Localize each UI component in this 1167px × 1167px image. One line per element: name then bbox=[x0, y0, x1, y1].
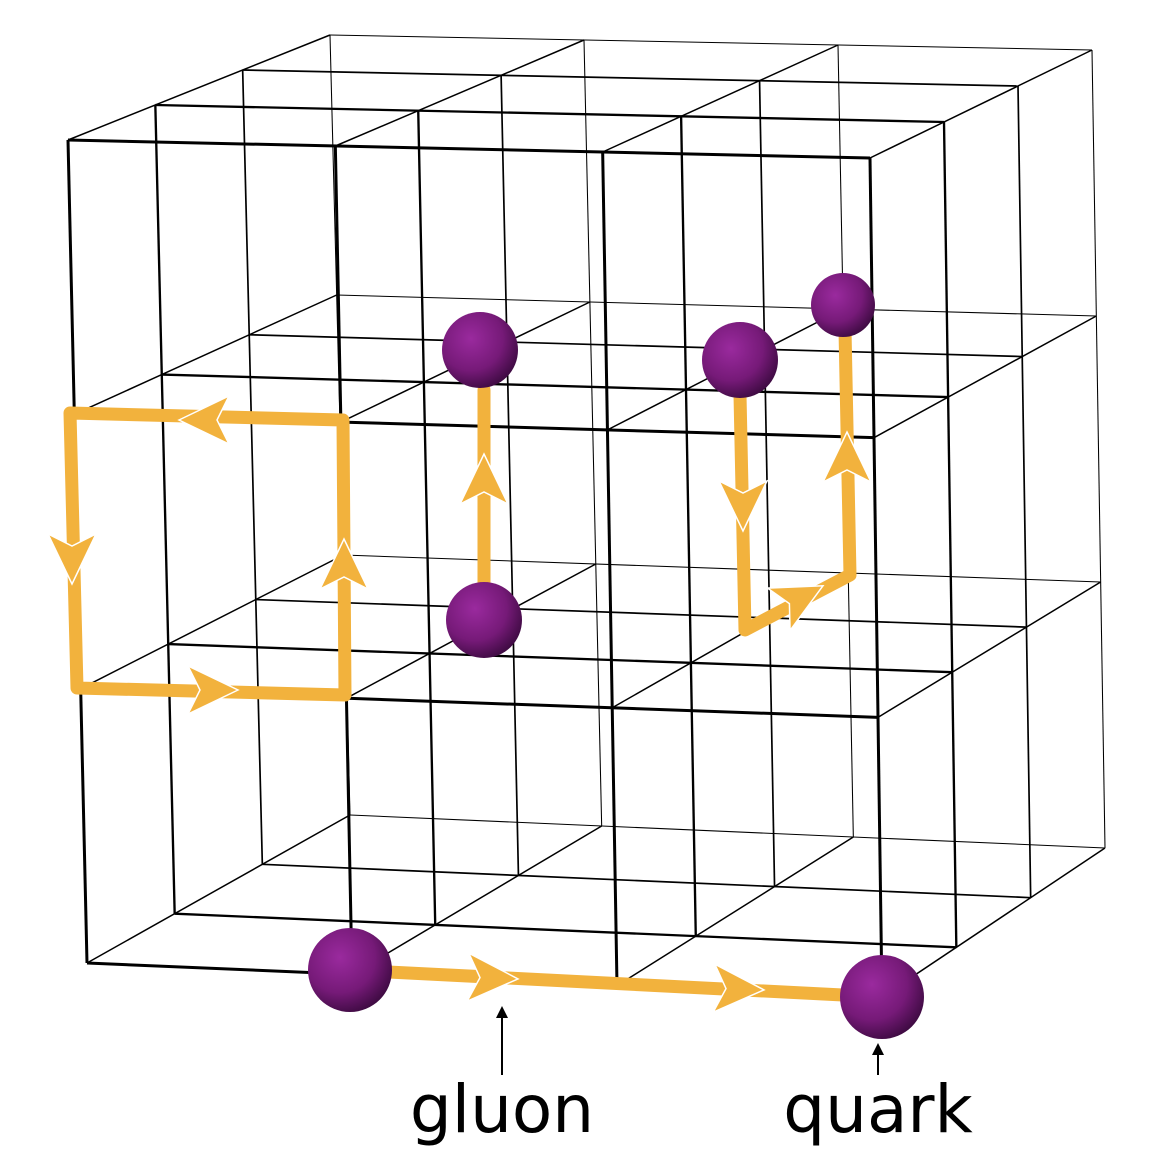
arrowhead bbox=[717, 479, 769, 533]
lattice-line bbox=[336, 294, 1097, 317]
plaquette bbox=[46, 394, 370, 716]
meson bbox=[442, 312, 522, 658]
quark-sphere bbox=[840, 955, 924, 1039]
lattice-line bbox=[262, 863, 1031, 899]
lattice-line bbox=[155, 103, 945, 124]
lattice-line bbox=[877, 581, 1102, 718]
quark-label: quark bbox=[783, 1071, 973, 1148]
lattice-line bbox=[335, 39, 585, 147]
lattice-line bbox=[1091, 49, 1106, 849]
lattice-line bbox=[67, 138, 871, 160]
lattice-line bbox=[942, 121, 958, 948]
lattice-line bbox=[74, 294, 337, 416]
lattice-line bbox=[869, 49, 1093, 159]
lattice-line bbox=[168, 642, 953, 674]
arrowhead bbox=[458, 452, 510, 506]
staple bbox=[702, 273, 875, 637]
lattice-line bbox=[881, 847, 1106, 998]
lattice-line bbox=[255, 598, 1027, 628]
lattice-line bbox=[343, 554, 1101, 583]
lattice-line bbox=[349, 814, 1106, 849]
lattice-line bbox=[583, 39, 603, 827]
pointer-head bbox=[872, 1043, 884, 1055]
arrowhead bbox=[765, 584, 825, 633]
lattice-line bbox=[417, 110, 437, 925]
lattice-line bbox=[161, 373, 949, 399]
pointer-head bbox=[496, 1006, 508, 1018]
lattice-line bbox=[67, 34, 331, 141]
lattice-line bbox=[1017, 85, 1032, 898]
lattice-line bbox=[679, 116, 697, 937]
gluon-loop bbox=[63, 406, 352, 702]
arrowhead bbox=[465, 951, 520, 1003]
arrowhead bbox=[46, 532, 98, 586]
lattice-line bbox=[601, 151, 619, 986]
lattice-line bbox=[241, 69, 264, 865]
lattice-line bbox=[758, 80, 776, 887]
lattice-line bbox=[174, 912, 957, 949]
bottom-link bbox=[308, 928, 924, 1039]
lattice-line bbox=[602, 44, 839, 153]
quark-sphere bbox=[442, 312, 518, 388]
lattice-line bbox=[242, 69, 1019, 87]
lattice-line bbox=[351, 825, 603, 975]
arrowhead bbox=[318, 537, 370, 591]
gluon-link bbox=[343, 963, 889, 1004]
quark-sphere bbox=[702, 322, 778, 398]
lattice-line bbox=[873, 315, 1097, 439]
lattice-line bbox=[86, 814, 351, 964]
lattice-grid bbox=[66, 34, 1106, 999]
lattice-line bbox=[249, 333, 1023, 358]
lattice-line bbox=[154, 104, 176, 914]
lattice-line bbox=[329, 34, 1093, 51]
lattice-line bbox=[868, 157, 884, 998]
lattice-line bbox=[80, 554, 344, 690]
quark-sphere bbox=[811, 273, 875, 337]
lattice-line bbox=[500, 75, 520, 876]
arrowhead bbox=[711, 962, 766, 1014]
quark-sphere bbox=[308, 928, 392, 1012]
lattice-line bbox=[616, 836, 854, 987]
arrowhead bbox=[821, 430, 873, 484]
quark-sphere bbox=[446, 582, 522, 658]
gluon-label: gluon bbox=[410, 1071, 594, 1148]
arrowhead bbox=[177, 394, 231, 446]
arrowhead bbox=[186, 664, 240, 716]
